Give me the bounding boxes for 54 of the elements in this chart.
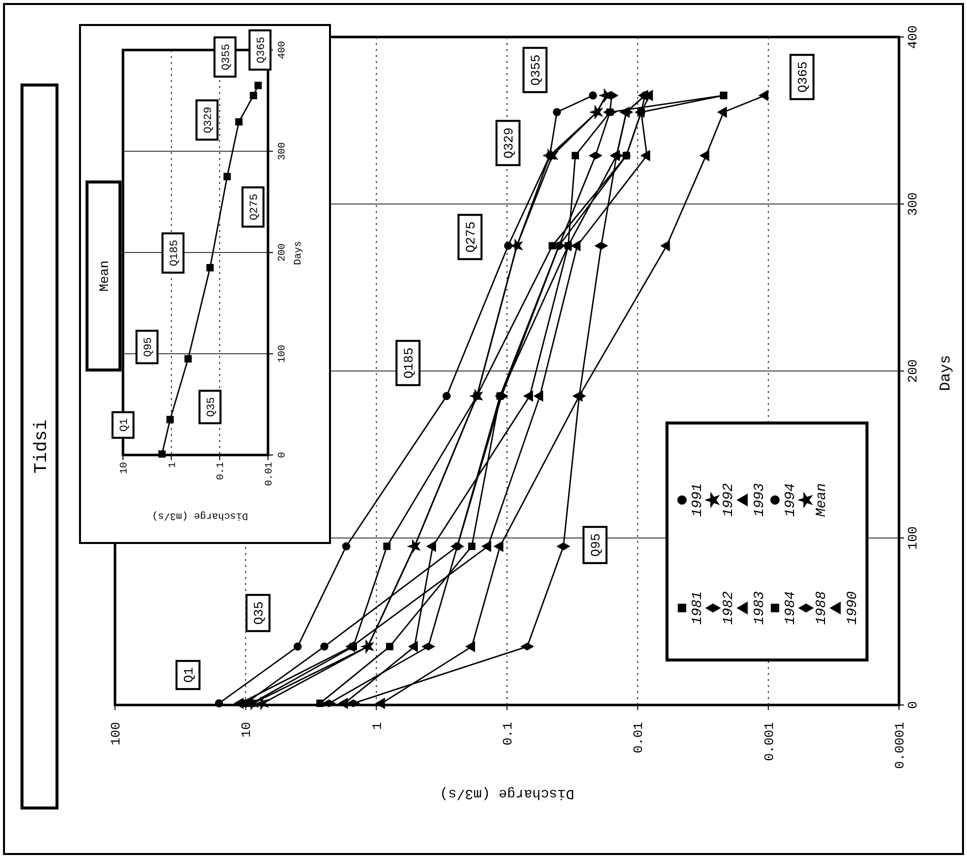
annotation: Q1 xyxy=(118,418,131,432)
x-tick-label: 0.001 xyxy=(762,722,777,762)
y-tick-label: 200 xyxy=(906,359,921,383)
annotation: Q95 xyxy=(142,337,155,357)
y-tick-label: 100 xyxy=(906,526,921,550)
legend-label: 1991 xyxy=(690,483,706,517)
y-axis-title: Days xyxy=(294,240,304,266)
x-tick-label: 0.01 xyxy=(631,722,646,754)
x-axis-title: Discharge (m3/s) xyxy=(440,785,574,802)
annotation: Q275 xyxy=(248,194,261,220)
x-tick-label: 1 xyxy=(370,722,385,730)
legend-label: Mean xyxy=(814,483,830,517)
annotation: Q35 xyxy=(252,601,267,625)
y-tick-label: 400 xyxy=(278,40,288,60)
y-tick-label: 400 xyxy=(906,25,921,49)
y-tick-label: 200 xyxy=(278,243,288,262)
annotation: Q95 xyxy=(588,533,604,557)
y-tick-label: 300 xyxy=(906,192,921,216)
y-tick-label: 0 xyxy=(278,452,288,458)
annotation: Q185 xyxy=(402,347,417,379)
legend-label: 1984 xyxy=(782,591,799,625)
annotation: Q365 xyxy=(256,36,268,64)
x-tick-label: 0.01 xyxy=(264,462,276,486)
x-tick-label: 1 xyxy=(168,462,179,468)
annotation: Q275 xyxy=(464,221,479,253)
annotation: Q355 xyxy=(528,54,544,86)
text: Mean xyxy=(97,260,112,292)
annotation: Q329 xyxy=(502,127,517,159)
y-tick-label: 100 xyxy=(278,344,288,363)
text: Tidsi xyxy=(32,419,52,474)
annotation: Q355 xyxy=(220,44,233,70)
annotation: Q35 xyxy=(206,397,218,417)
legend-label: 1992 xyxy=(720,483,737,517)
x-axis-title: Discharge (m3/s) xyxy=(152,510,248,522)
legend-label: 1983 xyxy=(752,591,768,625)
x-tick-label: 0.1 xyxy=(216,462,228,480)
legend-label: 1982 xyxy=(720,591,737,625)
annotation: Q1 xyxy=(182,667,197,683)
x-tick-label: 0.0001 xyxy=(892,722,908,769)
annotation: Q365 xyxy=(796,61,811,93)
annotation: Q329 xyxy=(202,106,215,134)
x-tick-label: 10 xyxy=(239,722,254,738)
y-axis-title: Days xyxy=(937,354,954,392)
legend-label: 1993 xyxy=(752,483,768,517)
x-tick-label: 0.1 xyxy=(500,722,516,746)
y-tick-label: 300 xyxy=(278,142,288,160)
legend-label: 1990 xyxy=(844,591,861,625)
annotation: Q185 xyxy=(168,240,181,266)
x-tick-label: 10 xyxy=(120,462,130,474)
x-tick-label: 100 xyxy=(108,722,124,746)
legend-label: 1988 xyxy=(814,591,830,625)
y-tick-label: 0 xyxy=(906,701,921,709)
legend-label: 1994 xyxy=(782,483,799,517)
legend-label: 1981 xyxy=(690,591,706,625)
